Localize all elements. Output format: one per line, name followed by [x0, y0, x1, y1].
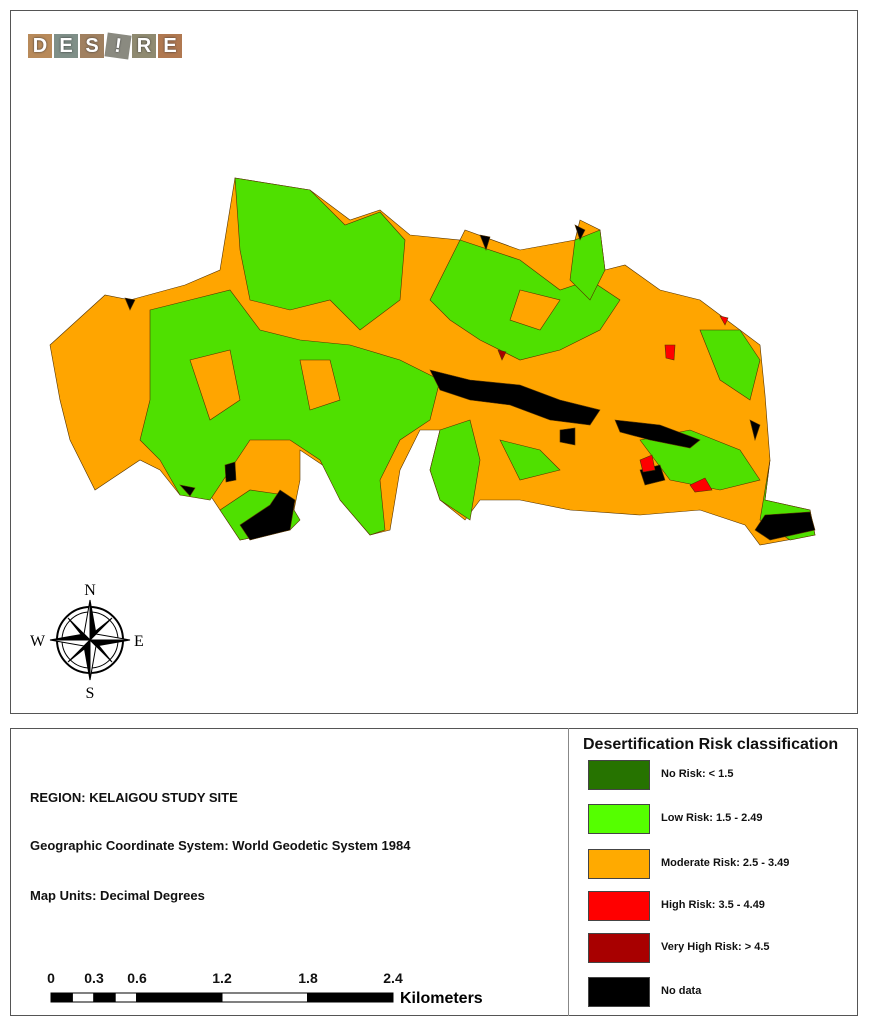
legend-label: High Risk: 3.5 - 4.49 — [661, 899, 765, 911]
scale-tick: 1.2 — [212, 970, 232, 986]
legend-label: No data — [661, 985, 702, 997]
scale-tick: 0 — [47, 970, 55, 986]
compass-e: E — [134, 633, 144, 650]
legend-swatch-no-data — [588, 977, 650, 1007]
legend-label: Low Risk: 1.5 - 2.49 — [661, 812, 763, 824]
scale-unit: Kilometers — [400, 990, 483, 1007]
info-panel — [10, 728, 858, 1016]
legend-swatch-no-risk — [588, 760, 650, 790]
scale-bar — [50, 992, 394, 1003]
legend: Desertification Risk classification No R… — [568, 728, 858, 1016]
legend-label: Moderate Risk: 2.5 - 3.49 — [661, 857, 790, 869]
compass-rose: N S E W — [30, 582, 144, 702]
legend-swatch-very-high — [588, 933, 650, 963]
logo-letter: E — [54, 34, 78, 58]
legend-title: Desertification Risk classification — [583, 736, 839, 753]
legend-swatch-low — [588, 804, 650, 834]
high-risk-zones — [639, 315, 729, 493]
compass-n: N — [84, 582, 96, 599]
scale-tick: 0.6 — [127, 970, 147, 986]
region-text: REGION: KELAIGOU STUDY SITE — [30, 790, 238, 805]
scale-tick: 2.4 — [383, 970, 403, 986]
scale-tick: 1.8 — [298, 970, 318, 986]
desire-logo: D E S ! R E — [28, 32, 182, 60]
scale-tick: 0.3 — [84, 970, 104, 986]
legend-label: No Risk: < 1.5 — [661, 768, 734, 780]
logo-letter: S — [80, 34, 104, 58]
logo-letter: R — [132, 34, 156, 58]
legend-label: Very High Risk: > 4.5 — [661, 941, 770, 953]
low-risk-zones — [139, 177, 816, 541]
compass-w: W — [30, 633, 46, 650]
map-frame — [10, 10, 858, 714]
logo-letter: D — [28, 34, 52, 58]
map-units-text: Map Units: Decimal Degrees — [30, 888, 205, 903]
legend-swatch-high — [588, 891, 650, 921]
legend-swatch-moderate — [588, 849, 650, 879]
logo-letter: E — [158, 34, 182, 58]
coordinate-system-text: Geographic Coordinate System: World Geod… — [30, 838, 411, 853]
compass-s: S — [86, 685, 95, 702]
